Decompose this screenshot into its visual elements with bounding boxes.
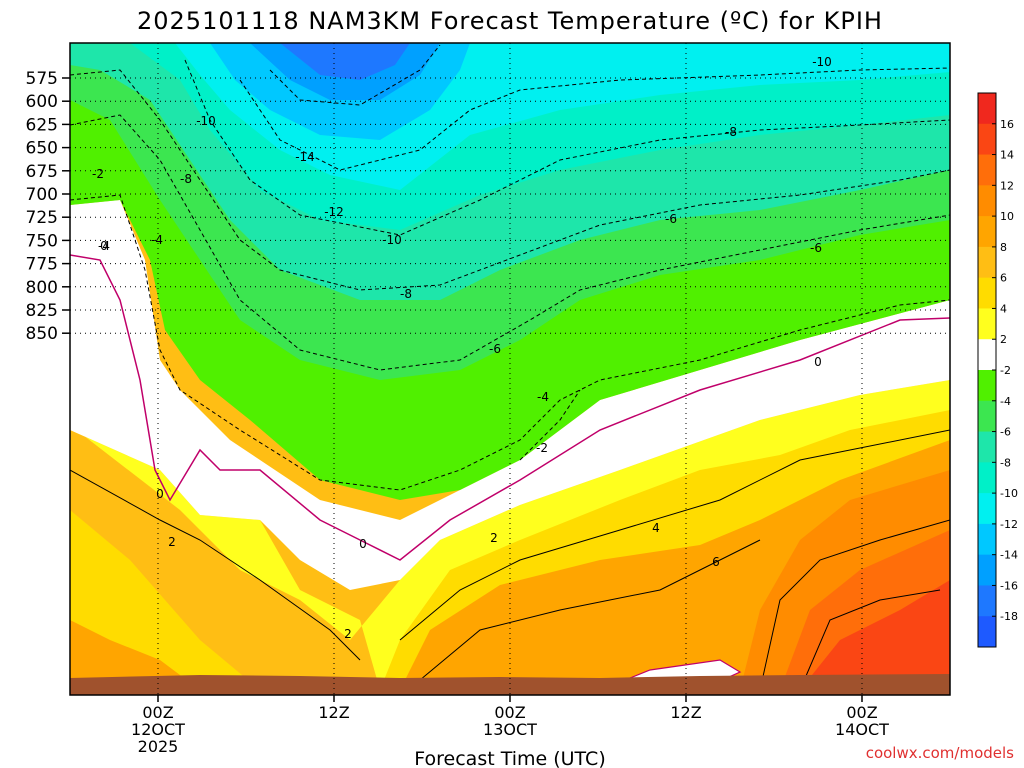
y-tick-label: 725 [26, 208, 58, 228]
y-tick-label: 575 [26, 69, 58, 89]
x-tick-label: 14OCT [835, 720, 889, 739]
colorbar-swatch [978, 277, 996, 309]
colorbar-label: -8 [1000, 456, 1011, 469]
y-tick-label: 825 [26, 301, 58, 321]
colorbar-swatch [978, 216, 996, 248]
colorbar-swatch [978, 123, 996, 156]
x-tick-label: 00Z [494, 703, 525, 722]
contour-label: 0 [814, 355, 822, 369]
x-tick-label: 00Z [846, 703, 877, 722]
contour-label: -6 [489, 342, 501, 356]
contour-label: 4 [652, 521, 660, 535]
colorbar-label: 4 [1000, 302, 1007, 315]
y-tick-label: 675 [26, 162, 58, 182]
y-tick-label: 700 [26, 185, 58, 205]
credit-text: coolwx.com/models [866, 744, 1014, 762]
colorbar-label: -2 [1000, 364, 1011, 377]
colorbar-label: -4 [1000, 395, 1011, 408]
colorbar-label: -16 [1000, 579, 1018, 592]
colorbar-label: -6 [1000, 426, 1011, 439]
contour-label: 0 [156, 487, 164, 501]
colorbar-swatch [978, 308, 996, 340]
contour-label: -8 [400, 287, 412, 301]
x-tick-label: 00Z [142, 703, 173, 722]
contour-label: -4 [537, 390, 549, 404]
colorbar-label: 8 [1000, 241, 1007, 254]
colorbar-swatch [978, 246, 996, 279]
colorbar-swatch [978, 154, 996, 186]
colorbar-label: 10 [1000, 210, 1014, 223]
contour-label: -10 [382, 233, 402, 247]
colorbar-label: -18 [1000, 610, 1018, 623]
colorbar-label: 14 [1000, 149, 1014, 162]
contour-labels: -10 -10 -14 -12 -10 -8 -8 -6 -8 -6 -4 -2 -4 -6 -4 -2 0 0 0… [92, 55, 832, 641]
x-tick-label: 2025 [138, 737, 179, 756]
colorbar-swatch [978, 616, 996, 648]
contour-label: -8 [180, 172, 192, 186]
contour-label: 6 [712, 555, 720, 569]
colorbar-label: 6 [1000, 272, 1007, 285]
colorbar-label: 12 [1000, 179, 1014, 192]
y-tick-label: 600 [26, 92, 58, 112]
contour-label: 2 [168, 535, 176, 549]
colorbar-swatch [978, 523, 996, 556]
filled-contours [70, 43, 950, 695]
colorbar-swatch [978, 339, 996, 371]
y-axis: 575 600 625 650 675 700 725 750 775 800 825 850 [26, 69, 70, 344]
y-tick-label: 750 [26, 231, 58, 251]
contour-label: 0 [359, 537, 367, 551]
y-tick-label: 650 [26, 139, 58, 159]
contour-label: -10 [812, 55, 832, 69]
chart-title: 2025101118 NAM3KM Forecast Temperature (… [137, 7, 883, 35]
contour-label: -6 [665, 212, 677, 226]
x-tick-label: 12OCT [131, 720, 185, 739]
y-tick-label: 775 [26, 255, 58, 275]
contour-label: -4 [151, 233, 163, 247]
contour-label: -4 [98, 239, 110, 253]
colorbar-swatch [978, 493, 996, 525]
x-tick-label: 12Z [318, 703, 349, 722]
colorbar-swatch [978, 462, 996, 494]
colorbar-label: 2 [1000, 333, 1007, 346]
x-tick-label: 13OCT [483, 720, 537, 739]
colorbar-label: -14 [1000, 549, 1018, 562]
contour-label: -2 [536, 441, 548, 455]
grid-lines [70, 43, 950, 695]
colorbar-swatch [978, 431, 996, 463]
contour-label: -12 [324, 205, 344, 219]
colorbar-label: -12 [1000, 518, 1018, 531]
colorbar-swatch [978, 185, 996, 217]
y-tick-label: 625 [26, 115, 58, 135]
contour-label: -8 [725, 125, 737, 139]
colorbar-swatch [978, 93, 996, 125]
colorbar-swatch [978, 400, 996, 433]
contour-label: -2 [92, 167, 104, 181]
contour-label: -6 [810, 241, 822, 255]
colorbar-swatch [978, 585, 996, 617]
contour-label: 0 [100, 239, 108, 253]
colorbar: 16 14 12 10 8 6 4 2 -2 -4 -6 -8 -10 -12 -14 -16 -18 [977, 92, 1018, 648]
y-tick-label: 800 [26, 278, 58, 298]
x-axis-label: Forecast Time (UTC) [414, 748, 605, 768]
contour-label: 2 [490, 531, 498, 545]
colorbar-label: 16 [1000, 118, 1014, 131]
colorbar-swatch [978, 554, 996, 586]
y-tick-label: 850 [26, 324, 58, 344]
colorbar-label: -10 [1000, 487, 1018, 500]
contour-label: -10 [196, 114, 216, 128]
contour-label: -14 [295, 150, 315, 164]
colorbar-swatch [978, 370, 996, 402]
terrain-strip [70, 674, 950, 695]
contour-label: 2 [344, 627, 352, 641]
x-tick-label: 12Z [670, 703, 701, 722]
